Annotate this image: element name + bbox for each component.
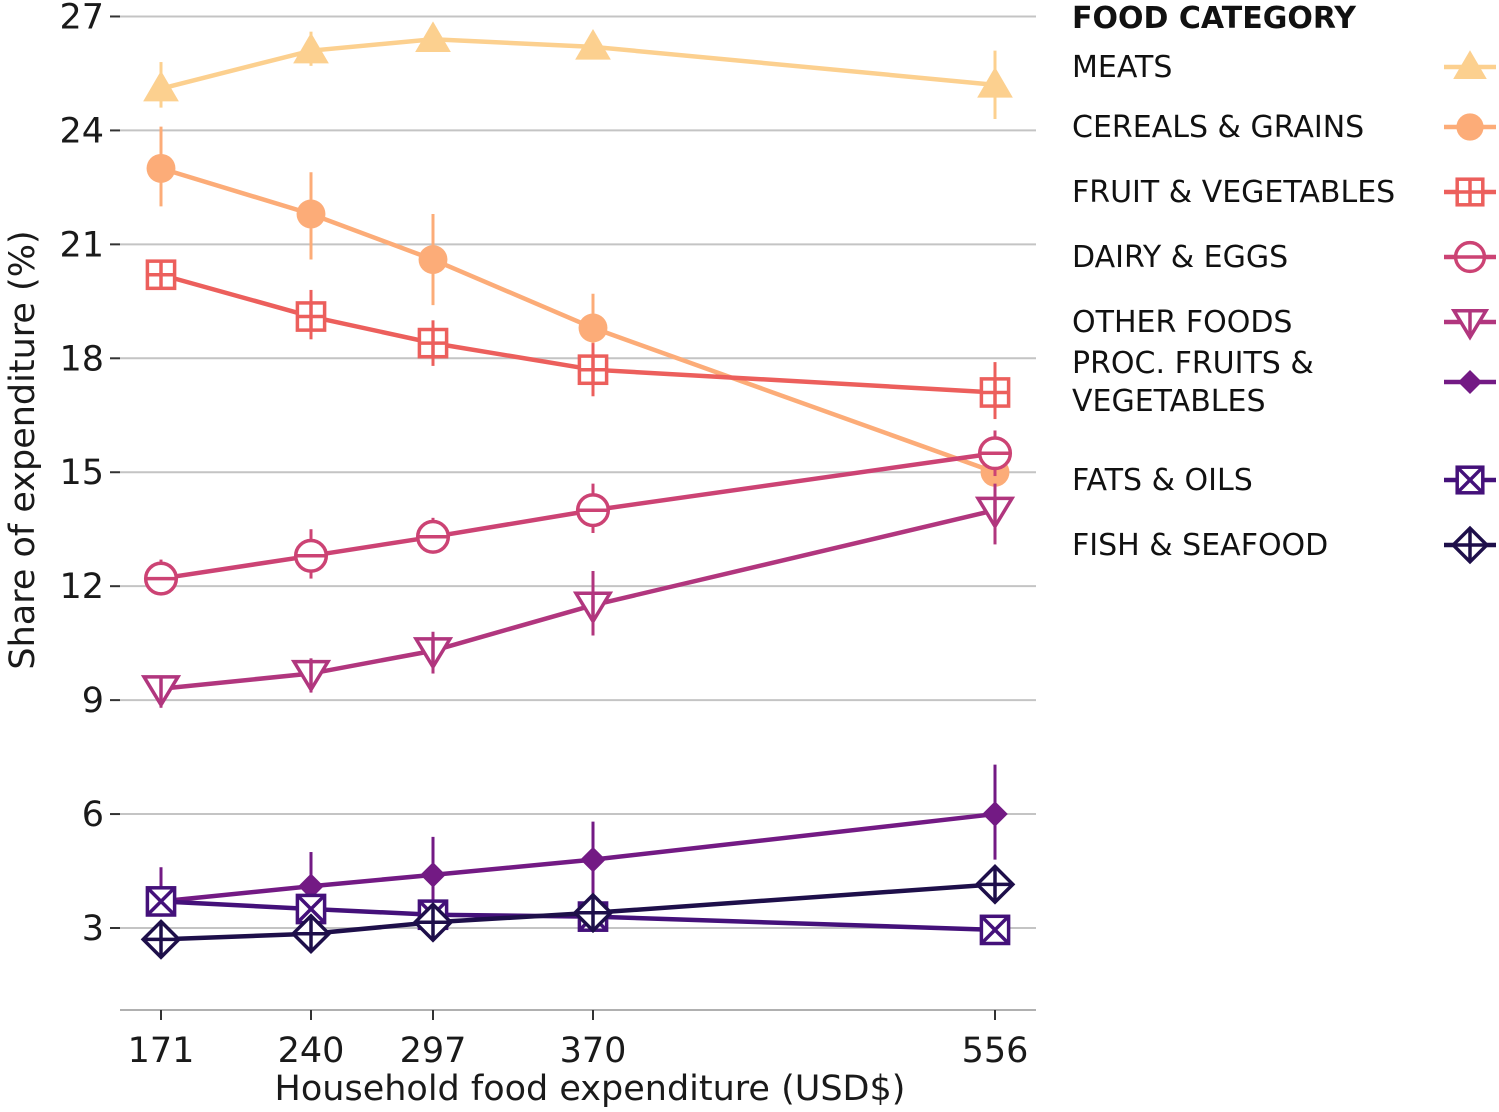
series-line [160,811,996,904]
data-point [296,199,326,229]
data-point [145,259,177,291]
legend-swatch-marker [1450,525,1490,565]
data-point [295,301,327,332]
legend-item: FISH & SEAFOOD [1072,525,1496,565]
data-point [572,892,614,934]
data-point [298,873,324,899]
series-line [160,166,996,475]
legend: FOOD CATEGORY MEATS CEREALS & GRAINS FRUIT … [1072,1,1496,565]
legend-label: PROC. FRUITS & [1072,346,1314,381]
legend-item: MEATS [1072,50,1496,85]
data-point [974,496,1016,530]
series-meats [143,21,1013,120]
data-point [578,313,608,343]
data-point [140,675,182,709]
y-tick-label: 9 [82,681,104,721]
x-tick-label: 556 [962,1031,1029,1071]
series-line [160,37,996,91]
data-point [572,591,614,625]
legend-title: FOOD CATEGORY [1072,1,1357,36]
data-point [145,886,177,917]
y-tick-label: 3 [82,909,104,949]
data-point [415,519,451,554]
series-dairy-eggs [143,430,1013,596]
data-point [143,70,179,102]
data-point [412,637,454,671]
y-tick-label: 12 [59,567,104,607]
data-point [577,354,609,386]
legend-label: CEREALS & GRAINS [1072,110,1364,145]
legend-item: FATS & OILS [1072,463,1496,498]
data-point [418,245,448,275]
series-fruit-vegetables [145,259,1011,420]
legend-label: DAIRY & EGGS [1072,240,1288,275]
x-tick-label: 370 [560,1031,627,1071]
data-point [580,846,606,873]
series-other-foods [140,483,1016,709]
legend-swatch-marker [1453,240,1487,274]
legend-swatch-marker [1456,113,1484,141]
data-point [575,29,611,60]
y-tick-label: 6 [82,795,104,835]
data-point [982,801,1008,827]
data-point [415,21,451,53]
legend-label: MEATS [1072,50,1172,85]
x-axis-label: Household food expenditure (USD$) [275,1069,906,1109]
legend-label: FISH & SEAFOOD [1072,528,1328,563]
legend-swatch-marker [1450,309,1490,341]
data-point [977,66,1013,98]
data-point [977,436,1013,471]
legend-swatch-marker [1455,465,1485,495]
data-point [417,327,449,359]
y-tick-label: 18 [59,339,104,379]
data-point [979,377,1011,408]
plot-area [140,21,1016,960]
data-point [143,561,179,596]
x-tick-label: 171 [128,1031,195,1071]
data-point [974,863,1016,905]
legend-swatch-marker [1453,50,1487,79]
x-tick-label: 297 [400,1031,467,1071]
x-tick-label: 240 [278,1031,345,1071]
legend-label: VEGETABLES [1072,384,1266,419]
data-point [412,901,454,943]
y-tick-label: 21 [59,225,104,265]
data-point [146,153,176,183]
data-point [420,862,446,888]
legend-item: PROC. FRUITS &VEGETABLES [1072,346,1496,419]
legend-label: OTHER FOODS [1072,305,1292,340]
legend-label: FATS & OILS [1072,463,1253,498]
data-point [293,538,329,573]
y-tick-label: 24 [59,111,104,151]
data-point [295,893,327,925]
data-point [140,919,182,960]
data-point [979,914,1011,946]
series-fish-seafood [140,863,1016,960]
data-point [290,913,332,955]
legend-item: OTHER FOODS [1072,305,1496,341]
gridlines [120,15,1036,929]
data-point [575,493,611,528]
y-tick-label: 27 [59,0,104,37]
y-tick-label: 15 [59,453,104,493]
legend-item: DAIRY & EGGS [1072,240,1496,275]
legend-item: CEREALS & GRAINS [1072,110,1496,145]
legend-swatch-marker [1458,370,1482,394]
x-axis: 171 240 297 370 556 [120,1009,1036,1071]
data-point [290,659,332,694]
data-point [293,32,329,64]
y-axis: 3 6 9 12 15 18 21 24 27 [59,0,120,949]
legend-item: FRUIT & VEGETABLES [1072,175,1496,210]
legend-label: FRUIT & VEGETABLES [1072,175,1395,210]
legend-swatch-marker [1455,177,1485,207]
y-axis-label: Share of expenditure (%) [3,230,43,669]
